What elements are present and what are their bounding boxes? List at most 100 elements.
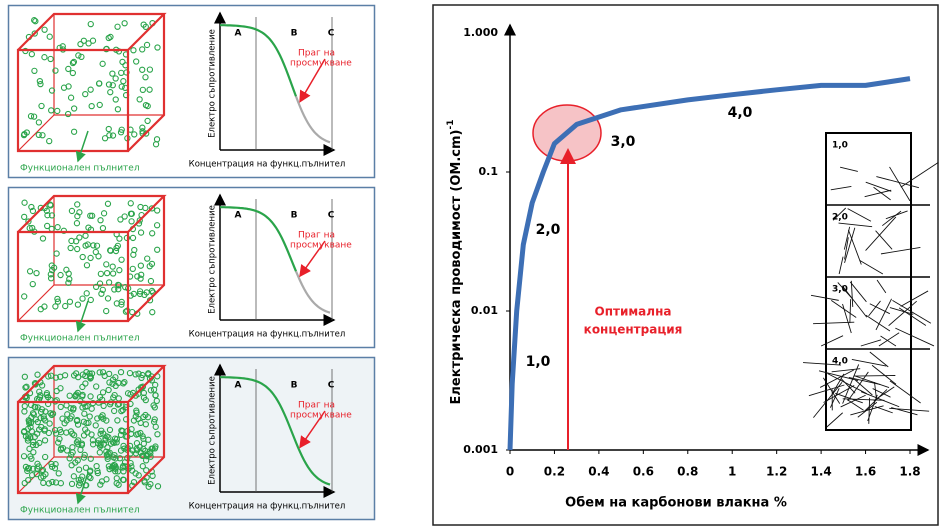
filler-particle	[83, 262, 91, 269]
fiber	[880, 247, 921, 255]
filler-particle	[117, 129, 125, 136]
filler-particle	[153, 222, 161, 229]
filler-particle	[139, 128, 146, 135]
filler-particle	[86, 413, 93, 420]
filler-particle	[95, 440, 102, 447]
filler-particle	[140, 413, 147, 421]
region-label: C	[328, 211, 335, 221]
filler-label: Функционален пълнител	[20, 334, 140, 344]
cube-edge	[16, 364, 167, 495]
cube-edge	[16, 194, 167, 323]
filler-particle	[82, 482, 89, 489]
filler-particle	[43, 391, 50, 399]
filler-particle	[79, 473, 86, 480]
fiber	[875, 230, 893, 250]
filler-particle	[20, 453, 28, 460]
mini-x-label: Концентрация на функц.пълнител	[189, 160, 346, 170]
filler-particle	[116, 267, 123, 274]
filler-particle	[104, 295, 112, 302]
filler-particle	[89, 37, 97, 44]
filler-particle	[118, 301, 125, 308]
fiber	[874, 406, 893, 414]
filler-particle	[154, 44, 161, 51]
filler-particle	[70, 58, 78, 66]
filler-particle	[80, 454, 88, 461]
panel: Функционален пълнител A B C Праг напросмуква…	[7, 4, 376, 179]
filler-particle	[23, 129, 30, 136]
fiber	[865, 181, 892, 192]
filler-particle	[142, 101, 150, 109]
filler-particle	[74, 213, 81, 220]
fiber	[875, 298, 892, 331]
filler-particle	[112, 75, 119, 82]
filler-particle	[21, 408, 28, 415]
filler-particle	[81, 410, 88, 417]
filler-particle	[119, 406, 127, 414]
filler-particle	[146, 263, 153, 270]
panel: Функционален пълнител A B C Праг напросмуква…	[7, 186, 376, 349]
filler-particle	[87, 467, 94, 474]
filler-particle	[24, 437, 32, 444]
filler-particle	[23, 383, 30, 390]
filler-particle	[142, 421, 149, 428]
filler-particle	[95, 437, 102, 444]
filler-particle	[66, 455, 73, 462]
stage-label: 2,0	[536, 222, 561, 238]
filler-particle	[96, 101, 103, 109]
filler-particle	[47, 55, 54, 63]
filler-particle	[31, 403, 38, 411]
fiber	[869, 351, 889, 368]
threshold-label: просмукване	[290, 411, 352, 421]
filler-particle	[116, 235, 123, 242]
filler-particle	[82, 426, 89, 433]
filler-particle	[28, 51, 36, 58]
filler-particle	[137, 203, 144, 211]
filler-particle	[114, 417, 121, 424]
filler-particle	[46, 137, 53, 145]
filler-particle	[152, 141, 160, 148]
mini-y-label: Електро съпротивление	[208, 29, 218, 138]
filler-particle	[67, 244, 74, 252]
fiber	[847, 208, 872, 222]
filler-particle	[106, 132, 113, 139]
filler-particle	[103, 261, 110, 268]
x-tick-label: 0	[506, 465, 514, 479]
filler-particle	[44, 212, 51, 219]
fiber	[848, 377, 881, 385]
filler-particle	[147, 481, 154, 488]
filler-particle	[131, 131, 138, 138]
fiber	[847, 229, 862, 265]
fiber	[853, 375, 890, 389]
filler-particle	[154, 207, 161, 214]
inset-label: 4,0	[832, 357, 848, 367]
filler-particle	[54, 107, 61, 115]
filler-particle	[39, 466, 47, 474]
fiber	[860, 339, 882, 347]
filler-particle	[151, 445, 159, 452]
inset-frame	[825, 132, 912, 431]
fiber	[869, 303, 891, 315]
filler-particle	[45, 429, 52, 437]
filler-particle	[26, 445, 33, 452]
filler-particle	[99, 369, 107, 376]
filler-particle	[101, 135, 109, 142]
filler-particle	[68, 462, 75, 469]
mini-y-label: Електро съпротивление	[208, 376, 218, 485]
region-label: C	[328, 381, 335, 391]
filler-particle	[46, 420, 53, 427]
filler-particle	[107, 89, 114, 96]
filler-particle	[128, 218, 135, 225]
x-tick-label: 1.8	[899, 465, 920, 479]
fiber	[860, 391, 900, 408]
fiber	[830, 185, 852, 191]
filler-particle	[47, 201, 54, 208]
filler-particle	[34, 430, 41, 437]
filler-particle	[22, 384, 29, 391]
x-tick-label: 0.8	[677, 465, 698, 479]
filler-particle	[31, 17, 38, 24]
filler-particle	[127, 200, 134, 207]
filler-particle	[114, 281, 122, 289]
filler-particle	[113, 439, 120, 446]
filler-particle	[93, 242, 101, 249]
filler-particle	[67, 94, 75, 101]
